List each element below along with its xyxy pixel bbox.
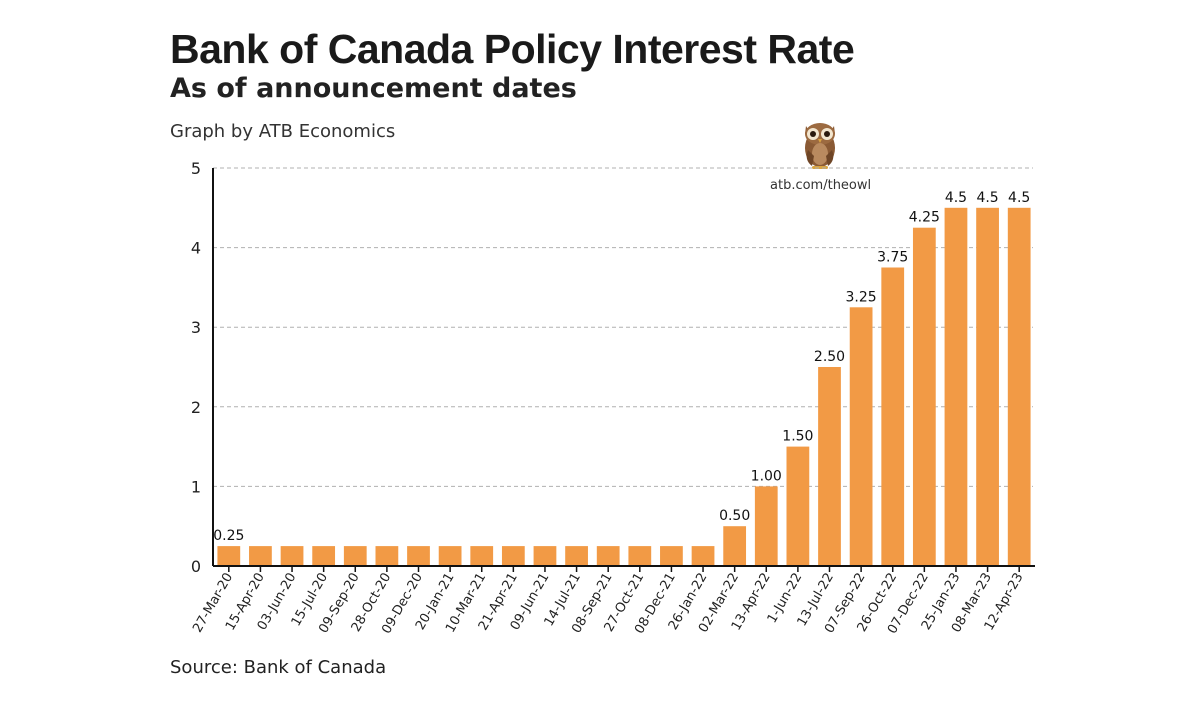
bar	[881, 267, 905, 566]
bar	[501, 546, 525, 566]
bar	[375, 546, 399, 566]
data-label: 0.50	[719, 508, 750, 524]
bar	[217, 546, 241, 566]
y-tick-label: 3	[191, 318, 201, 337]
bar	[912, 227, 936, 566]
owl-url: atb.com/theowl	[770, 178, 872, 193]
data-label: 4.5	[945, 190, 967, 206]
y-tick-label: 1	[191, 477, 201, 496]
bar	[249, 546, 272, 566]
y-tick-label: 4	[191, 239, 201, 258]
data-label: 0.25	[213, 528, 244, 544]
grid-lines	[213, 167, 1033, 487]
bar	[691, 546, 715, 566]
data-label: 1.50	[782, 429, 813, 445]
data-label: 2.50	[814, 349, 845, 365]
bar	[660, 546, 683, 566]
chart-credit: Graph by ATB Economics	[170, 121, 396, 142]
owl-icon	[805, 123, 835, 169]
bar	[312, 546, 336, 566]
source-note: Source: Bank of Canada	[170, 657, 387, 678]
bar	[280, 546, 304, 566]
bar	[1007, 207, 1031, 567]
chart-subtitle: As of announcement dates	[170, 73, 577, 104]
bar	[596, 546, 620, 566]
axes	[212, 168, 1035, 572]
bars	[217, 207, 1031, 567]
x-axis-ticks: 27-Mar-2015-Apr-2003-Jun-2015-Jul-2009-S…	[190, 571, 1026, 637]
bar	[818, 367, 841, 566]
bar	[754, 486, 778, 566]
bar	[407, 546, 430, 566]
y-axis-ticks: 0 1 2 3 4 5	[191, 159, 201, 576]
data-label: 3.25	[846, 289, 877, 305]
bar	[976, 207, 999, 567]
bar	[723, 526, 747, 566]
y-tick-label: 0	[191, 557, 201, 576]
data-label: 1.00	[751, 468, 782, 484]
bar	[470, 546, 494, 566]
bar	[438, 546, 462, 566]
bar	[628, 546, 652, 566]
bar	[944, 207, 968, 567]
data-label: 4.25	[909, 210, 940, 226]
bar	[786, 446, 810, 566]
bar	[343, 546, 367, 566]
bar	[849, 307, 873, 566]
data-label: 3.75	[877, 250, 908, 266]
data-label: 4.5	[1008, 190, 1030, 206]
data-labels: 0.25 0.50 1.00 1.50 2.50 3.25 3.75 4.25 4.5 4.5 4.…	[213, 190, 1030, 544]
bar	[533, 546, 557, 566]
bar	[565, 546, 588, 566]
y-tick-label: 2	[191, 398, 201, 417]
chart-title: Bank of Canada Policy Interest Rate	[170, 26, 855, 72]
data-label: 4.5	[976, 190, 998, 206]
y-tick-label: 5	[191, 159, 201, 178]
